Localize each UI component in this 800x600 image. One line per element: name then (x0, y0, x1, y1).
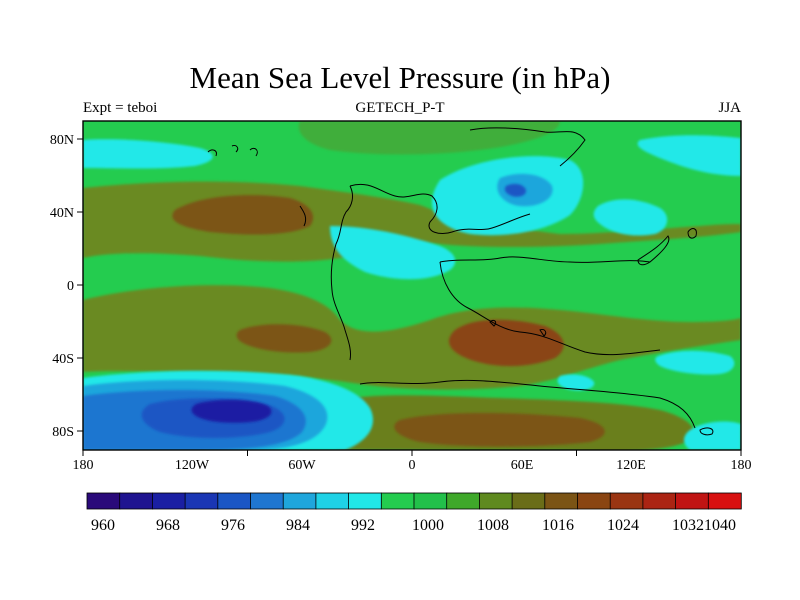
colorbar-swatch (348, 492, 383, 510)
contour-1020-continent (448, 319, 564, 367)
colorbar-label: 1040 (704, 517, 736, 534)
x-tick-label: 120W (175, 458, 210, 473)
plot-title: Mean Sea Level Pressure (in hPa) (189, 60, 611, 95)
colorbar-label: 976 (221, 517, 245, 534)
island-east-south (699, 427, 714, 436)
contour-1004-eastern-basin (593, 199, 668, 236)
contour-1004-polar-west (83, 139, 213, 169)
colorbar-label: 1032 (672, 517, 704, 534)
y-tick-label: 80N (50, 133, 74, 148)
colorbar-swatch (446, 492, 481, 510)
y-axis-labels: 80N 40N 0 40S 80S (50, 133, 74, 440)
contour-1004-eastern-southern (684, 421, 741, 450)
colorbar-label: 1000 (412, 517, 444, 534)
contour-1012-arctic (298, 121, 560, 155)
colorbar-label: 960 (91, 517, 115, 534)
y-tick-label: 40S (52, 352, 74, 367)
contour-992-continent-low (504, 183, 527, 197)
colorbar-labels: 960 968 976 984 992 1000 1008 1016 1024 … (91, 517, 736, 534)
x-axis-labels: 180 120W 60W 0 60E 120E 180 (73, 458, 752, 473)
colorbar-label: 968 (156, 517, 180, 534)
x-tick-label: 120E (616, 458, 646, 473)
season-label: JJA (718, 100, 741, 116)
colorbar-swatch (151, 492, 186, 510)
pressure-field (83, 121, 741, 450)
colorbar-swatch (217, 492, 252, 510)
contour-1016-south (83, 285, 741, 390)
y-tick-label: 80S (52, 425, 74, 440)
colorbar-swatch (380, 492, 415, 510)
coastline-west-continent (330, 185, 354, 361)
colorbar-swatch (707, 492, 742, 510)
dataset-label: GETECH_P-T (355, 100, 445, 116)
y-tick-label: 0 (67, 279, 74, 294)
colorbar-label: 1024 (607, 517, 639, 534)
colorbar-swatch (511, 492, 546, 510)
islands-central-south (489, 319, 547, 337)
x-tick-label: 60E (511, 458, 534, 473)
contour-1004-south-mid (557, 374, 595, 391)
colorbar-swatch (184, 492, 219, 510)
colorbar-swatch (282, 492, 317, 510)
colorbar-label: 1016 (542, 517, 574, 534)
coastlines (207, 127, 714, 436)
colorbar-swatch (413, 492, 448, 510)
colorbar-swatch (315, 492, 350, 510)
colorbar-swatch (86, 492, 121, 510)
contour-1004-polar-east (637, 135, 741, 176)
coastline-arctic (469, 127, 586, 167)
island-north-west (299, 205, 307, 227)
coastline-north-basin (349, 183, 531, 235)
coastline-central-continent (439, 256, 651, 263)
colorbar-swatch (609, 492, 644, 510)
axis-ticks (77, 138, 742, 456)
island-chain-east (637, 235, 670, 266)
contour-968-south-polar (191, 399, 272, 423)
x-tick-label: 180 (73, 458, 94, 473)
colorbar-swatch (544, 492, 579, 510)
x-tick-label: 180 (731, 458, 752, 473)
colorbar-swatch (250, 492, 284, 510)
x-tick-label: 0 (409, 458, 416, 473)
coastline-south-landmass (359, 379, 696, 429)
contour-1020-southern-ocean (394, 413, 605, 447)
experiment-label: Expt = teboi (83, 100, 158, 116)
contour-1004-equatorial (330, 226, 456, 280)
colorbar-swatch (478, 492, 513, 510)
coastline-southern-continent (439, 261, 661, 356)
colorbar-swatch (675, 492, 709, 510)
colorbar-swatch (119, 492, 154, 510)
contour-1020-north-pacific (172, 195, 314, 235)
island-east-small (687, 228, 697, 239)
contour-1004-east-south (655, 350, 735, 375)
x-tick-label: 60W (288, 458, 316, 473)
colorbar-label: 992 (351, 517, 375, 534)
colorbar-swatch (577, 492, 611, 510)
islands-arctic-west (207, 145, 258, 157)
contour-1020-south-pacific (236, 324, 332, 353)
colorbar (86, 492, 742, 510)
colorbar-label: 1008 (477, 517, 509, 534)
y-tick-label: 40N (50, 206, 74, 221)
colorbar-label: 984 (286, 517, 310, 534)
colorbar-swatch (642, 492, 677, 510)
